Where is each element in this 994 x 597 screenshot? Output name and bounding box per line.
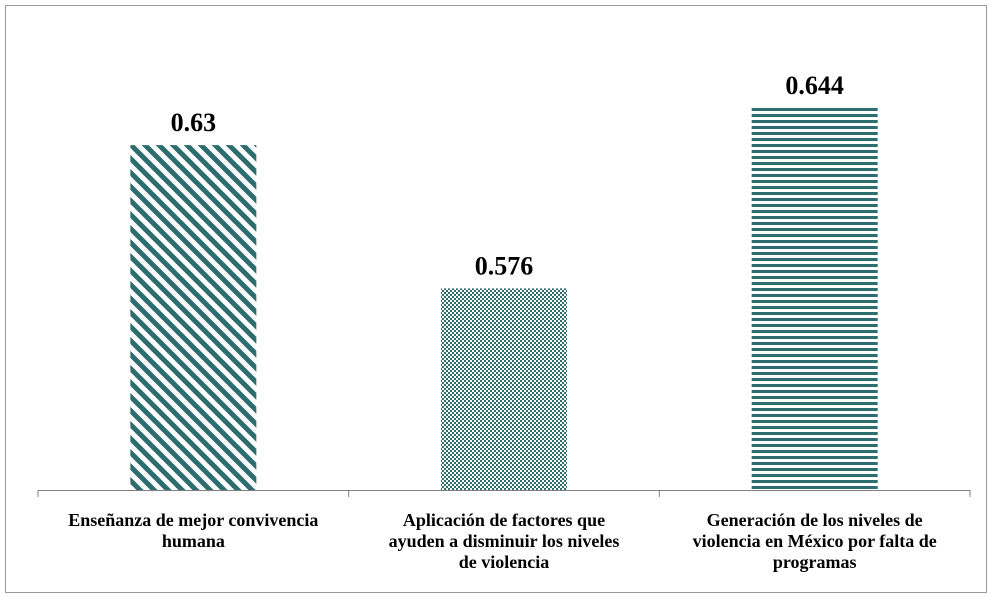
category-label-line: humana bbox=[161, 531, 225, 551]
category-label-2: Aplicación de factores que ayuden a dismi… bbox=[349, 510, 659, 573]
category-label-line: Enseñanza de mejor convivencia bbox=[68, 510, 319, 530]
category-label-3: Generación de los niveles de violencia en… bbox=[660, 510, 970, 573]
bar-1 bbox=[130, 145, 257, 491]
bar-2 bbox=[441, 288, 567, 490]
data-label-1: 0.63 bbox=[171, 108, 217, 137]
category-label-line: Aplicación de factores que bbox=[402, 510, 606, 530]
category-label-1: Enseñanza de mejor convivencia humana bbox=[38, 510, 348, 552]
category-label-line: violencia en México por falta de bbox=[692, 531, 937, 551]
category-label-line: Generación de los niveles de bbox=[706, 510, 923, 530]
data-label-2: 0.576 bbox=[475, 251, 534, 280]
bar-3 bbox=[751, 107, 878, 490]
category-label-line: ayuden a disminuir los niveles bbox=[388, 531, 620, 551]
data-label-3: 0.644 bbox=[785, 71, 844, 100]
category-label-line: programas bbox=[772, 552, 857, 572]
category-label-line: de violencia bbox=[458, 552, 550, 572]
